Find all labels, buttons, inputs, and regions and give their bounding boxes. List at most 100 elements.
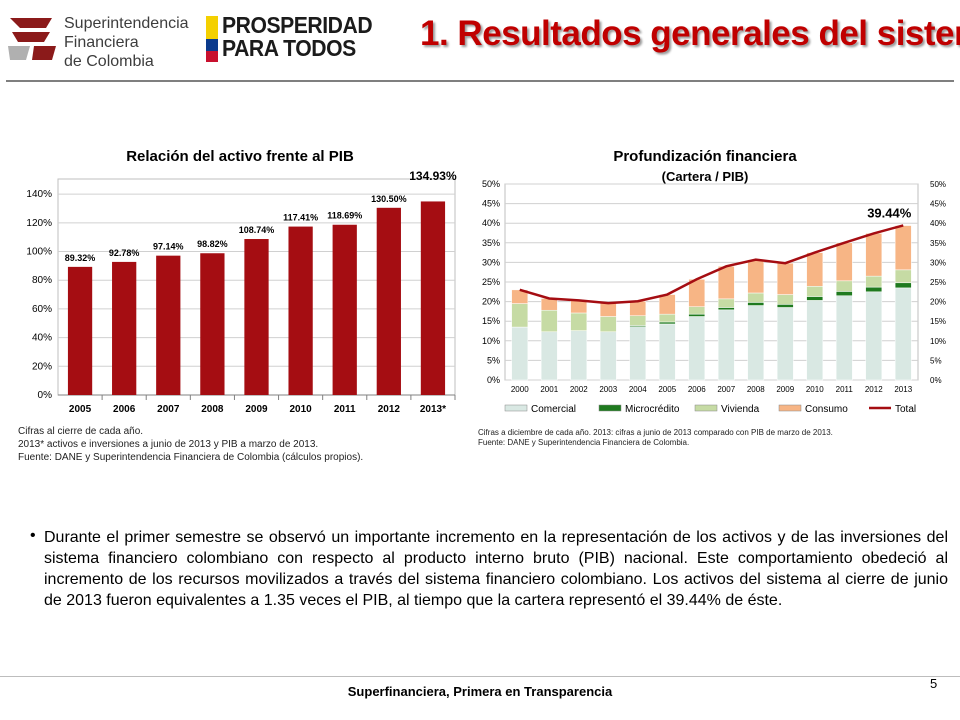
- chart1-note: Cifras al cierre de cada año.: [18, 426, 144, 437]
- x-tick-label: 2006: [688, 385, 706, 394]
- data-label: 89.32%: [65, 253, 96, 263]
- logo-line: de Colombia: [64, 53, 154, 70]
- stacked-bar-segment: [865, 233, 883, 277]
- stacked-bar-segment: [747, 302, 765, 306]
- y-tick-label-right: 50%: [930, 180, 946, 189]
- bar: [332, 224, 357, 395]
- y-tick-label: 20%: [32, 361, 52, 372]
- y-tick-label-right: 30%: [930, 258, 946, 267]
- stacked-bar-segment: [599, 316, 617, 333]
- x-tick-label: 2009: [776, 385, 794, 394]
- bar: [200, 253, 225, 395]
- stacked-bar-segment: [658, 313, 676, 323]
- summary-text: Durante el primer semestre se observó un…: [44, 529, 948, 609]
- stacked-bar-segment: [894, 225, 912, 271]
- bar: [112, 261, 137, 395]
- stacked-bar-segment: [894, 269, 912, 284]
- x-tick-label: 2010: [289, 404, 312, 415]
- stacked-bar-segment: [511, 303, 529, 328]
- colombia-flag-icon: [206, 16, 218, 62]
- stacked-bar-segment: [658, 323, 676, 381]
- chart1-note: 2013* activos e inversiones a junio de 2…: [18, 439, 319, 450]
- stacked-bar-segment: [806, 286, 824, 297]
- x-tick-label: 2008: [201, 404, 224, 415]
- data-label: 97.14%: [153, 242, 184, 252]
- y-tick-label: 120%: [26, 218, 52, 229]
- stacked-bar-segment: [835, 242, 853, 282]
- x-tick-label: 2009: [245, 404, 268, 415]
- y-tick-label-left: 40%: [482, 218, 500, 228]
- x-tick-label: 2007: [157, 404, 180, 415]
- y-tick-label: 40%: [32, 333, 52, 344]
- bar: [420, 201, 446, 395]
- x-tick-label: 2005: [658, 385, 676, 394]
- y-tick-label: 80%: [32, 275, 52, 286]
- superfinanciera-logo: Superintendencia Financiera de Colombia: [6, 12, 189, 70]
- stacked-bar-segment: [894, 282, 912, 289]
- bar: [156, 255, 181, 395]
- stacked-bar-segment: [776, 294, 794, 305]
- stacked-bar-segment: [570, 330, 588, 381]
- logo-line: PROSPERIDAD: [222, 12, 373, 38]
- legend-label: Vivienda: [721, 404, 760, 415]
- y-tick-label-right: 0%: [930, 376, 942, 385]
- x-tick-label: 2011: [334, 404, 356, 415]
- x-tick-label: 2013*: [420, 404, 446, 415]
- stacked-bar-segment: [658, 321, 676, 325]
- x-tick-label: 2011: [836, 385, 854, 394]
- x-tick-label: 2003: [599, 385, 617, 394]
- title-divider: [6, 80, 954, 82]
- y-tick-label-left: 20%: [482, 297, 500, 307]
- stacked-bar-segment: [717, 309, 735, 381]
- page-title: 1. Resultados generales del sistema: [420, 14, 960, 53]
- y-tick-label-left: 10%: [482, 336, 500, 346]
- stacked-bar-segment: [629, 326, 647, 381]
- legend-swatch: [504, 404, 528, 412]
- stacked-bar-segment: [658, 294, 676, 315]
- logo-line: Superintendencia: [64, 15, 189, 32]
- footer-slogan: Superfinanciera, Primera en Transparenci…: [347, 684, 613, 699]
- y-tick-label-right: 35%: [930, 239, 946, 248]
- legend-label: Microcrédito: [625, 404, 680, 415]
- y-tick-label-left: 45%: [482, 199, 500, 209]
- chart2-source: Fuente: DANE y Superintendencia Financie…: [478, 438, 690, 447]
- x-tick-label: 2005: [69, 404, 92, 415]
- bar: [288, 226, 313, 395]
- chart1-source: Fuente: DANE y Superintendencia Financie…: [18, 452, 364, 463]
- x-tick-label: 2010: [806, 385, 824, 394]
- stacked-bar-segment: [629, 300, 647, 316]
- stacked-bar-segment: [540, 309, 558, 333]
- bar: [376, 207, 401, 395]
- stacked-bar-segment: [511, 326, 529, 381]
- chart2-title: Profundización financiera: [613, 148, 797, 165]
- stacked-bar-segment: [835, 291, 853, 296]
- page-number: 5: [930, 676, 938, 691]
- stacked-bar-segment: [717, 307, 735, 311]
- x-tick-label: 2012: [865, 385, 883, 394]
- stacked-bar-segment: [570, 300, 588, 314]
- stacked-bar-segment: [865, 291, 883, 381]
- y-tick-label-left: 50%: [482, 179, 500, 189]
- y-tick-label-right: 15%: [930, 317, 946, 326]
- stacked-bar-segment: [688, 316, 706, 381]
- stacked-bar-segment: [865, 286, 883, 293]
- bullet-marker: •: [30, 527, 36, 544]
- stacked-bar-segment: [629, 315, 647, 326]
- stacked-bar-segment: [747, 292, 765, 303]
- legend-label: Consumo: [805, 404, 848, 415]
- x-tick-label: 2002: [570, 385, 588, 394]
- chart1-title: Relación del activo frente al PIB: [126, 148, 354, 165]
- y-tick-label-right: 10%: [930, 337, 946, 346]
- y-tick-label-left: 5%: [487, 355, 500, 365]
- superfinanciera-logo-text: Superintendencia Financiera de Colombia: [64, 14, 189, 71]
- stacked-bar-segment: [806, 296, 824, 301]
- data-label: 98.82%: [197, 239, 228, 249]
- logo-line: PARA TODOS: [222, 35, 356, 61]
- y-tick-label: 140%: [26, 189, 52, 200]
- x-tick-label: 2013: [894, 385, 912, 394]
- stacked-bar-segment: [570, 312, 588, 331]
- data-label: 108.74%: [239, 225, 275, 235]
- stacked-bar-segment: [599, 331, 617, 381]
- x-tick-label: 2004: [629, 385, 647, 394]
- data-label: 130.50%: [371, 194, 407, 204]
